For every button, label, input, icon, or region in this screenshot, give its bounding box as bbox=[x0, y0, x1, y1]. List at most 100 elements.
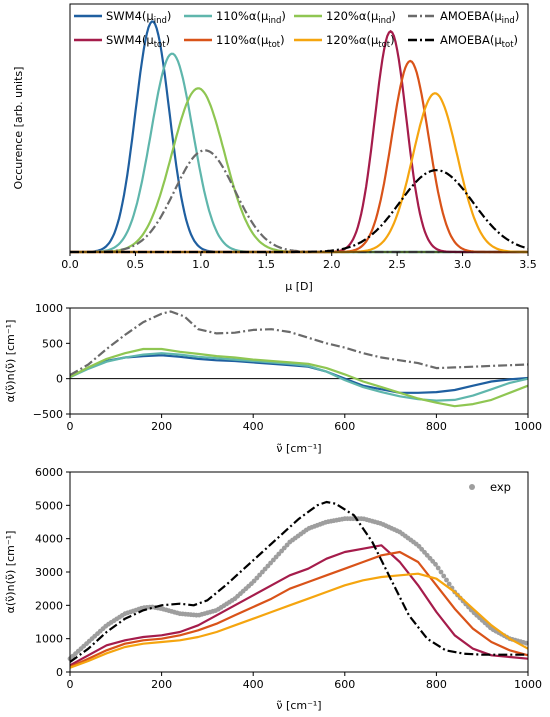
x-tick-label: 2.0 bbox=[323, 258, 341, 271]
legend-swatch-exp bbox=[469, 484, 475, 490]
legend-label: 110%α(μind) bbox=[216, 9, 286, 26]
y-tick-label: 3000 bbox=[35, 566, 63, 579]
y-tick-label: 1000 bbox=[35, 633, 63, 646]
panel-2-y-ticks: 1000 500 0 −500 bbox=[33, 302, 70, 421]
exp-point bbox=[268, 560, 273, 566]
exp-point bbox=[446, 581, 452, 587]
exp-point bbox=[262, 566, 268, 572]
exp-point bbox=[424, 552, 430, 558]
legend-label-base: 120%α(μ bbox=[326, 9, 379, 23]
panel-1-x-ticks: 0.0 0.5 1.0 1.5 2.0 2.5 3.0 3.5 bbox=[61, 252, 537, 271]
y-tick-label: 6000 bbox=[35, 466, 63, 479]
panel-1-legend: SWM4(μind) 110%α(μind) 120%α(μind) AMOEBA(μ… bbox=[74, 9, 519, 50]
exp-point bbox=[276, 551, 282, 557]
legend-label-close: ) bbox=[281, 9, 286, 23]
legend-label-close: ) bbox=[514, 33, 519, 47]
x-tick-label: 200 bbox=[151, 420, 172, 433]
panel-2-x-ticks: 0 200 400 600 800 1000 bbox=[67, 414, 542, 433]
exp-point bbox=[438, 569, 444, 575]
legend-label-base: AMOEBA(μ bbox=[440, 33, 502, 47]
exp-point bbox=[523, 640, 529, 646]
series-line-120-tot bbox=[70, 92, 528, 254]
legend-label-close: ) bbox=[167, 9, 172, 23]
x-tick-label: 0.5 bbox=[127, 258, 145, 271]
legend-label-close: ) bbox=[515, 9, 520, 23]
exp-point bbox=[281, 545, 287, 551]
exp-point bbox=[419, 546, 425, 552]
legend-label-subscript: ind bbox=[378, 16, 391, 26]
panel-1-x-label: μ [D] bbox=[285, 280, 313, 293]
series-line-swm4 bbox=[69, 354, 529, 394]
legend-label-subscript: ind bbox=[268, 16, 281, 26]
panel-3-absorption-spectra: exp 0 200 400 600 800 1000 0 1000 2000 3000 4000 5… bbox=[4, 466, 542, 712]
series-line-amoeba-ind bbox=[70, 149, 528, 254]
exp-point bbox=[441, 573, 447, 579]
legend-label-exp: exp bbox=[490, 480, 511, 494]
legend-label: AMOEBA(μind) bbox=[440, 9, 519, 26]
legend-label-base: 110%α(μ bbox=[216, 33, 269, 47]
legend-label-close: ) bbox=[280, 33, 285, 47]
legend-item-110-tot: 110%α(μtot) bbox=[184, 33, 285, 50]
x-tick-label: 1000 bbox=[514, 678, 542, 691]
x-tick-label: 3.0 bbox=[454, 258, 472, 271]
y-tick-label: 4000 bbox=[35, 533, 63, 546]
legend-label-close: ) bbox=[391, 9, 396, 23]
panel-2-x-label: ν̃ [cm⁻¹] bbox=[276, 442, 321, 455]
series-line-swm4-ind bbox=[70, 20, 528, 254]
y-tick-label: 2000 bbox=[35, 599, 63, 612]
x-tick-label: 600 bbox=[334, 420, 355, 433]
legend-label: 110%α(μtot) bbox=[216, 33, 285, 50]
legend-label: SWM4(μind) bbox=[106, 9, 171, 26]
legend-label-subscript: tot bbox=[378, 40, 391, 50]
legend-item-swm4-tot: SWM4(μtot) bbox=[74, 33, 170, 50]
panel-3-y-ticks: 0 1000 2000 3000 4000 5000 6000 bbox=[35, 466, 70, 679]
legend-item-amoeba-tot: AMOEBA(μtot) bbox=[408, 33, 518, 50]
legend-label-subscript: tot bbox=[154, 40, 167, 50]
legend-item-120-tot: 120%α(μtot) bbox=[294, 33, 395, 50]
panel-3-x-ticks: 0 200 400 600 800 1000 bbox=[67, 672, 542, 691]
legend-item-120-ind: 120%α(μind) bbox=[294, 9, 396, 26]
legend-label-close: ) bbox=[390, 33, 395, 47]
legend-label: SWM4(μtot) bbox=[106, 33, 170, 50]
legend-label-subscript: tot bbox=[502, 40, 515, 50]
x-tick-label: 3.5 bbox=[519, 258, 537, 271]
panel-3-plot bbox=[67, 500, 529, 669]
x-tick-label: 0.0 bbox=[61, 258, 79, 271]
panel-2-y-label: α(ν̃)n(ν̃) [cm⁻¹] bbox=[4, 320, 17, 403]
x-tick-label: 800 bbox=[426, 420, 447, 433]
panel-1-frame bbox=[69, 3, 529, 253]
panel-2-frame bbox=[69, 307, 529, 415]
panel-1-dipole-distribution: SWM4(μind) 110%α(μind) 120%α(μind) AMOEBA(μ… bbox=[12, 3, 537, 293]
legend-label: AMOEBA(μtot) bbox=[440, 33, 518, 50]
series-line-swm4 bbox=[69, 544, 529, 667]
legend-label-base: AMOEBA(μ bbox=[440, 9, 502, 23]
x-tick-label: 1.5 bbox=[258, 258, 276, 271]
legend-label: 120%α(μtot) bbox=[326, 33, 395, 50]
exp-point bbox=[251, 578, 257, 584]
legend-label-subscript: ind bbox=[154, 16, 167, 26]
y-tick-label: 1000 bbox=[35, 302, 63, 315]
panel-2-difference-spectra: 0 200 400 600 800 1000 1000 500 0 −500 ν̃ [cm⁻¹]… bbox=[4, 302, 542, 455]
exp-point bbox=[444, 577, 449, 583]
series-line-110 bbox=[69, 550, 529, 669]
series-line-110 bbox=[69, 352, 529, 402]
legend-label-subscript: ind bbox=[502, 16, 515, 26]
series-line-120 bbox=[69, 347, 529, 408]
legend-label-base: SWM4(μ bbox=[106, 9, 154, 23]
legend-label-base: SWM4(μ bbox=[106, 33, 154, 47]
panel-1-y-label: Occurence [arb. units] bbox=[12, 67, 25, 190]
x-tick-label: 200 bbox=[151, 678, 172, 691]
x-tick-label: 1000 bbox=[514, 420, 542, 433]
y-tick-label: 0 bbox=[56, 666, 63, 679]
x-tick-label: 600 bbox=[334, 678, 355, 691]
exp-point bbox=[433, 561, 438, 567]
x-tick-label: 400 bbox=[243, 420, 264, 433]
exp-point bbox=[435, 565, 441, 571]
legend-label: 120%α(μind) bbox=[326, 9, 396, 26]
series-line-amoeba bbox=[69, 500, 528, 663]
x-tick-label: 400 bbox=[243, 678, 264, 691]
panel-3-legend: exp bbox=[469, 480, 511, 494]
series-line-120-ind bbox=[70, 87, 528, 254]
y-tick-label: −500 bbox=[33, 408, 63, 421]
